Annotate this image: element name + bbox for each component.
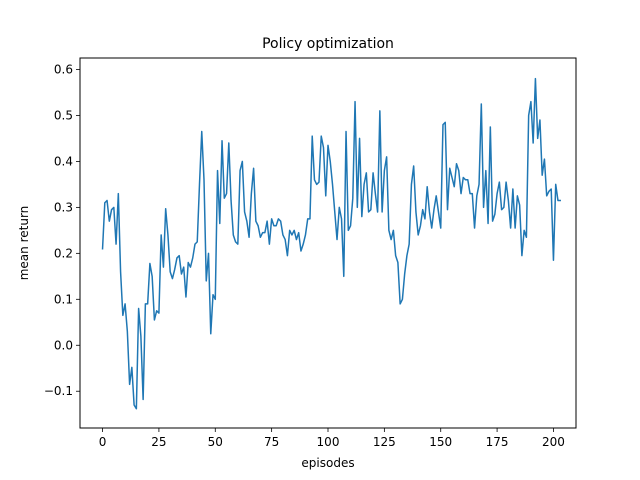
- x-tick-label: 200: [542, 435, 565, 449]
- x-tick-label: 75: [264, 435, 279, 449]
- x-tick-label: 150: [429, 435, 452, 449]
- x-tick-label: 125: [373, 435, 396, 449]
- x-tick-label: 175: [486, 435, 509, 449]
- y-tick-label: 0.2: [54, 246, 73, 260]
- y-tick-label: 0.6: [54, 62, 73, 76]
- x-axis-ticks: 0 25 50 75 100 125 150 175 200: [99, 428, 565, 449]
- x-axis-label: episodes: [301, 456, 354, 470]
- y-tick-label: 0.5: [54, 108, 73, 122]
- x-tick-label: 100: [317, 435, 340, 449]
- y-axis-label: mean return: [17, 206, 31, 281]
- x-tick-label: 0: [99, 435, 107, 449]
- y-axis-ticks: −0.1 0.0 0.1 0.2 0.3 0.4 0.5 0.6: [44, 62, 80, 398]
- y-tick-label: 0.1: [54, 292, 73, 306]
- chart-title: Policy optimization: [262, 36, 394, 52]
- x-tick-label: 50: [208, 435, 223, 449]
- x-tick-label: 25: [151, 435, 166, 449]
- y-tick-label: 0.3: [54, 200, 73, 214]
- series-line: [101, 77, 561, 410]
- y-tick-label: 0.0: [54, 338, 73, 352]
- plot-area-frame: [79, 57, 577, 429]
- y-tick-label: 0.4: [54, 154, 73, 168]
- y-tick-label: −0.1: [44, 384, 73, 398]
